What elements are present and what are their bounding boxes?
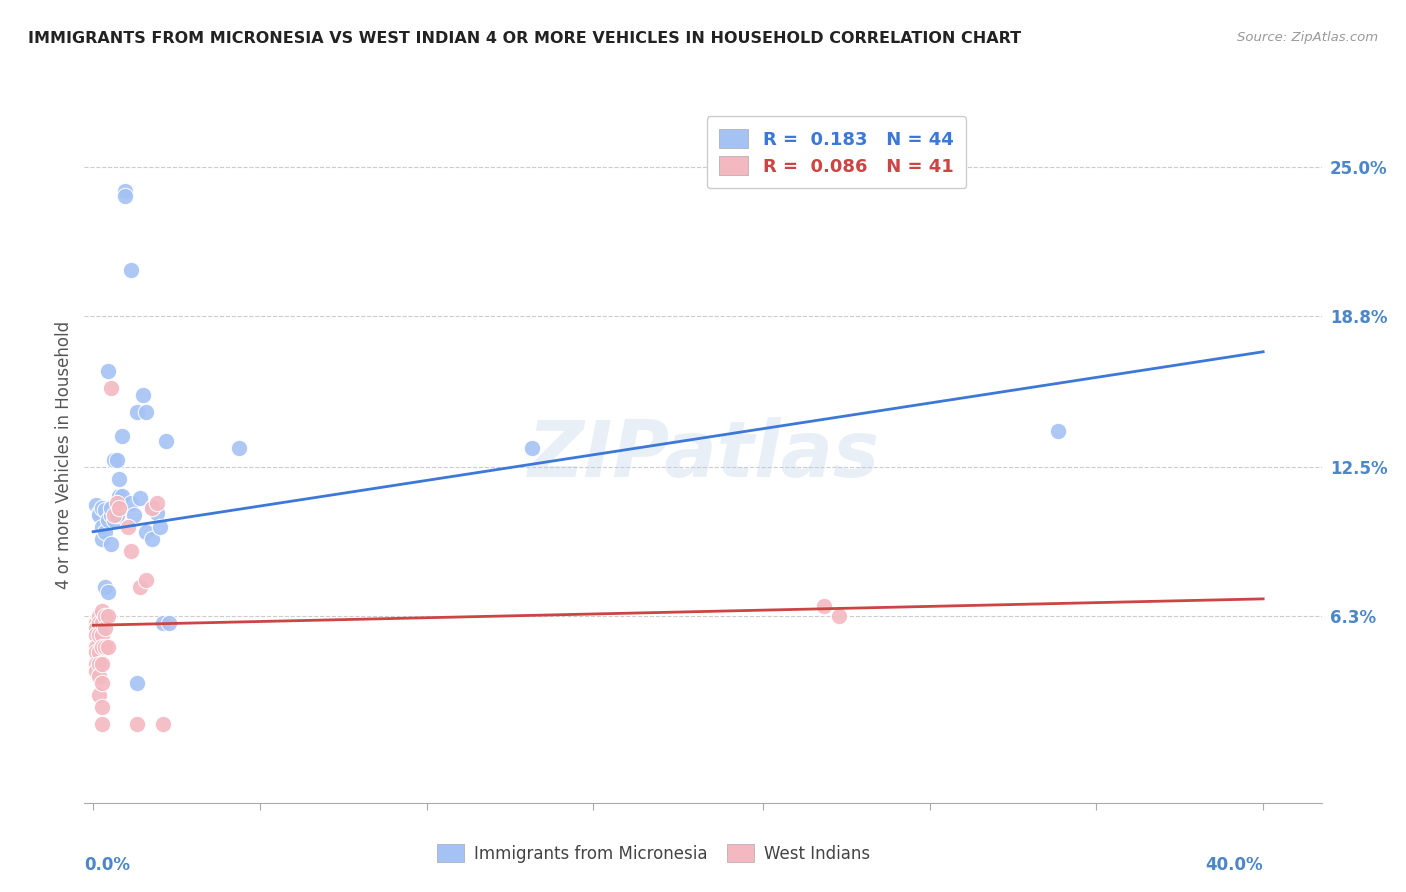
- Point: [87, 628, 110, 642]
- Point: [94, 640, 117, 654]
- Point: [90, 500, 112, 515]
- Point: [100, 500, 122, 515]
- Point: [129, 580, 152, 594]
- Point: [111, 428, 134, 442]
- Point: [90, 615, 112, 630]
- Point: [97, 584, 120, 599]
- Point: [84, 615, 107, 630]
- Point: [90, 628, 112, 642]
- Text: IMMIGRANTS FROM MICRONESIA VS WEST INDIAN 4 OR MORE VEHICLES IN HOUSEHOLD CORREL: IMMIGRANTS FROM MICRONESIA VS WEST INDIA…: [28, 31, 1021, 46]
- Point: [125, 716, 148, 731]
- Text: Source: ZipAtlas.com: Source: ZipAtlas.com: [1237, 31, 1378, 45]
- Point: [100, 381, 122, 395]
- Point: [117, 520, 139, 534]
- Point: [94, 621, 117, 635]
- Text: ZIPatlas: ZIPatlas: [527, 417, 879, 493]
- Point: [228, 441, 250, 455]
- Point: [94, 580, 117, 594]
- Point: [105, 452, 128, 467]
- Point: [813, 599, 835, 613]
- Point: [132, 388, 155, 402]
- Point: [97, 364, 120, 378]
- Point: [87, 668, 110, 682]
- Point: [141, 532, 163, 546]
- Point: [146, 506, 169, 520]
- Point: [87, 608, 110, 623]
- Point: [129, 491, 152, 505]
- Point: [114, 189, 136, 203]
- Point: [155, 434, 177, 448]
- Legend: Immigrants from Micronesia, West Indians: Immigrants from Micronesia, West Indians: [429, 836, 879, 871]
- Point: [87, 657, 110, 671]
- Point: [97, 640, 120, 654]
- Point: [146, 496, 169, 510]
- Text: 0.0%: 0.0%: [84, 855, 131, 873]
- Point: [122, 508, 145, 522]
- Point: [105, 496, 128, 510]
- Point: [135, 524, 157, 539]
- Point: [90, 640, 112, 654]
- Point: [103, 508, 125, 522]
- Point: [100, 537, 122, 551]
- Point: [149, 520, 172, 534]
- Point: [87, 645, 110, 659]
- Point: [103, 452, 125, 467]
- Point: [84, 628, 107, 642]
- Point: [141, 500, 163, 515]
- Point: [108, 472, 131, 486]
- Point: [87, 688, 110, 702]
- Point: [125, 405, 148, 419]
- Point: [90, 520, 112, 534]
- Point: [120, 544, 142, 558]
- Point: [84, 498, 107, 512]
- Point: [1047, 424, 1070, 438]
- Point: [114, 184, 136, 198]
- Point: [87, 615, 110, 630]
- Point: [135, 573, 157, 587]
- Y-axis label: 4 or more Vehicles in Household: 4 or more Vehicles in Household: [55, 321, 73, 589]
- Point: [90, 716, 112, 731]
- Point: [111, 489, 134, 503]
- Point: [90, 532, 112, 546]
- Point: [84, 645, 107, 659]
- Point: [157, 615, 180, 630]
- Point: [108, 500, 131, 515]
- Point: [152, 716, 174, 731]
- Point: [520, 441, 543, 455]
- Point: [84, 640, 107, 654]
- Point: [84, 664, 107, 678]
- Point: [103, 513, 125, 527]
- Point: [120, 496, 142, 510]
- Point: [135, 405, 157, 419]
- Point: [90, 604, 112, 618]
- Point: [94, 608, 117, 623]
- Point: [97, 608, 120, 623]
- Point: [100, 508, 122, 522]
- Point: [84, 621, 107, 635]
- Point: [87, 508, 110, 522]
- Point: [94, 503, 117, 517]
- Point: [105, 508, 128, 522]
- Point: [141, 500, 163, 515]
- Point: [828, 608, 851, 623]
- Point: [90, 676, 112, 690]
- Point: [108, 489, 131, 503]
- Point: [125, 676, 148, 690]
- Point: [87, 506, 110, 520]
- Point: [94, 524, 117, 539]
- Point: [84, 657, 107, 671]
- Point: [152, 615, 174, 630]
- Point: [90, 699, 112, 714]
- Point: [90, 657, 112, 671]
- Text: 40.0%: 40.0%: [1205, 855, 1263, 873]
- Point: [97, 513, 120, 527]
- Point: [120, 263, 142, 277]
